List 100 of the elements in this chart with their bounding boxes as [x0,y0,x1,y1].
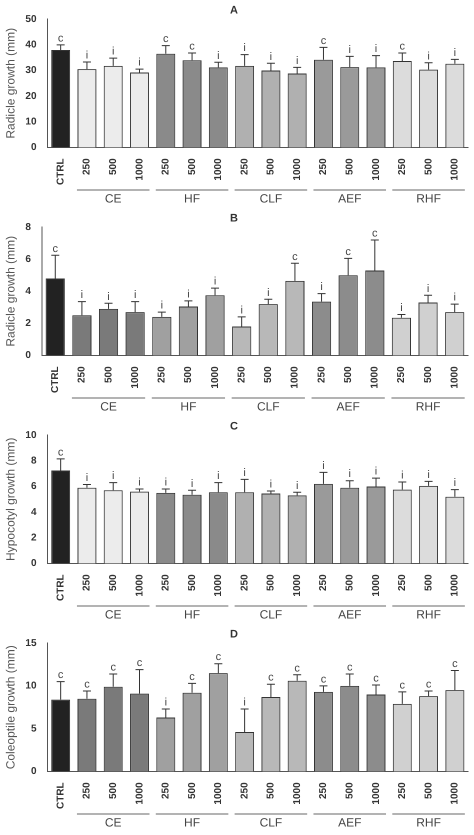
text: CE [104,815,122,830]
text: RHF [416,815,441,830]
data-label: i [190,478,194,490]
x-tick-label: 500 [108,574,119,592]
data-label: i [296,480,298,492]
y-tick-label: 50 [25,14,37,25]
data-label: i [267,286,270,299]
x-tick-label: 250 [318,158,330,176]
data-label: c [320,34,327,47]
y-tick-label: 6 [25,254,32,265]
y-tick-label: 0 [30,142,37,154]
x-tick-label: 250 [160,158,172,176]
data-label: i [164,696,168,709]
x-tick-label: 250 [397,574,408,592]
x-tick-label: 500 [423,574,434,592]
x-tick-label: 1000 [450,158,461,181]
text: HF [184,815,200,830]
data-label: i [138,476,141,489]
data-label: i [160,300,164,312]
x-tick-label: 250 [239,158,250,176]
text: CLF [260,191,282,206]
x-tick-label: 1000 [370,782,382,805]
data-label: i [374,43,378,56]
x-tick-label: 500 [108,782,119,800]
text: CE [104,191,122,206]
text: AEF [338,607,362,622]
data-label: c [373,672,380,685]
data-label: i [217,50,220,62]
x-tick-label: 250 [316,366,328,384]
x-tick-label: 500 [263,366,274,384]
data-label: i [322,460,325,472]
x-tick-label: 1000 [450,782,461,805]
data-label: c [452,658,458,670]
y-tick-label: 5 [30,723,37,734]
x-tick-label: 500 [423,782,434,800]
data-label: c [400,679,406,692]
x-tick-label: 1000 [213,782,224,805]
data-label: c [426,678,432,691]
text: CLF [260,815,282,830]
x-tick-label: 250 [239,782,250,800]
data-label: i [270,50,272,63]
y-tick-label: 20 [25,90,37,102]
x-tick-label: 500 [342,366,354,384]
y-tick-label: 15 [25,638,37,649]
x-tick-label: CTRL [55,782,66,810]
data-label: i [427,468,430,481]
y-tick-label: 4 [25,286,32,298]
y-axis-title: Radicle growth (mm) [4,28,18,139]
data-label: i [426,282,430,295]
y-tick-label: 10 [25,116,37,128]
x-tick-label: 500 [344,574,356,592]
data-label: i [134,289,136,302]
y-tick-label: 10 [25,680,37,692]
x-tick-label: CTRL [50,366,62,394]
x-tick-label: 500 [266,158,277,176]
x-tick-label: 250 [397,782,408,800]
data-label: i [454,46,456,59]
chart-title: A [230,4,238,17]
y-tick-label: 8 [25,222,32,233]
text: AEF [338,815,362,830]
x-tick-label: 250 [397,158,408,176]
y-axis-title: Radicle growth (mm) [4,236,18,347]
data-label: i [107,290,110,303]
data-label: i [187,288,190,300]
data-label: i [80,289,84,302]
text: RHF [416,191,441,206]
y-tick-label: 0 [30,558,37,570]
data-label: c [136,657,143,670]
text: AEF [338,191,362,206]
x-tick-label: 250 [236,366,248,384]
data-label: i [243,696,246,709]
y-tick-label: 8 [30,456,37,467]
data-label: i [401,470,404,482]
x-tick-label: 500 [423,158,434,176]
data-label: i [296,54,298,67]
x-tick-label: 1000 [213,158,224,181]
data-label: i [400,302,403,314]
x-tick-label: 1000 [292,158,303,181]
x-tick-label: 1000 [134,782,146,805]
data-label: i [240,304,243,316]
x-tick-label: 250 [156,366,168,384]
data-label: c [400,40,406,53]
data-label: c [268,672,274,684]
x-tick-label: 500 [186,782,198,800]
x-tick-label: 1000 [134,158,146,181]
y-tick-label: 0 [30,766,37,778]
data-label: c [58,446,64,458]
data-label: i [348,44,351,56]
data-label: c [292,250,298,263]
y-tick-label: 6 [30,481,37,492]
x-tick-label: 500 [422,366,434,384]
x-tick-label: 1000 [292,574,303,597]
y-tick-label: 40 [25,40,37,51]
x-tick-label: 1000 [450,574,461,597]
chart-title: D [230,628,238,641]
x-tick-label: 500 [186,158,198,176]
text: AEF [336,399,360,414]
x-tick-label: 1000 [210,366,221,389]
x-tick-label: 1000 [370,574,382,597]
data-label: c [345,246,352,258]
